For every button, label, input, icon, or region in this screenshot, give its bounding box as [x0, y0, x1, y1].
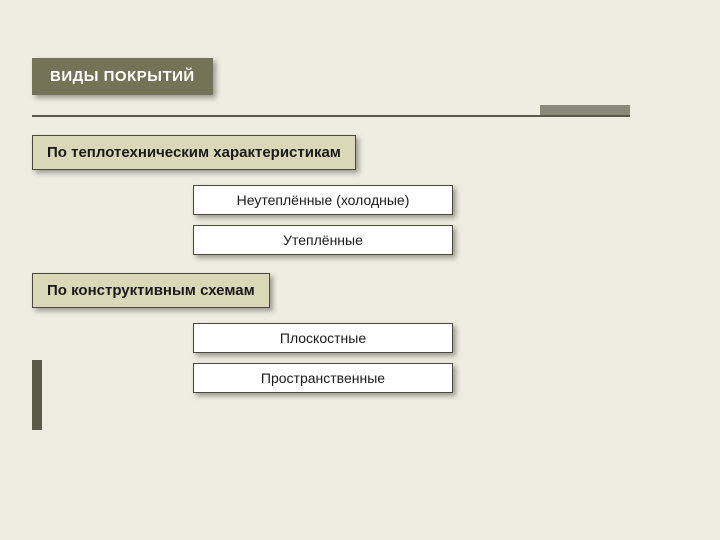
- item-box-uninsulated: Неутеплённые (холодные): [193, 185, 453, 215]
- item-box-spatial: Пространственные: [193, 363, 453, 393]
- item-box-insulated: Утеплённые: [193, 225, 453, 255]
- decorative-bar-top: [540, 105, 630, 115]
- category-box-structural: По конструктивным схемам: [32, 273, 270, 308]
- category-box-thermal: По теплотехническим характеристикам: [32, 135, 356, 170]
- item-box-planar: Плоскостные: [193, 323, 453, 353]
- slide-title: ВИДЫ ПОКРЫТИЙ: [32, 58, 213, 95]
- decorative-bar-left: [32, 360, 42, 430]
- divider-line: [32, 115, 630, 117]
